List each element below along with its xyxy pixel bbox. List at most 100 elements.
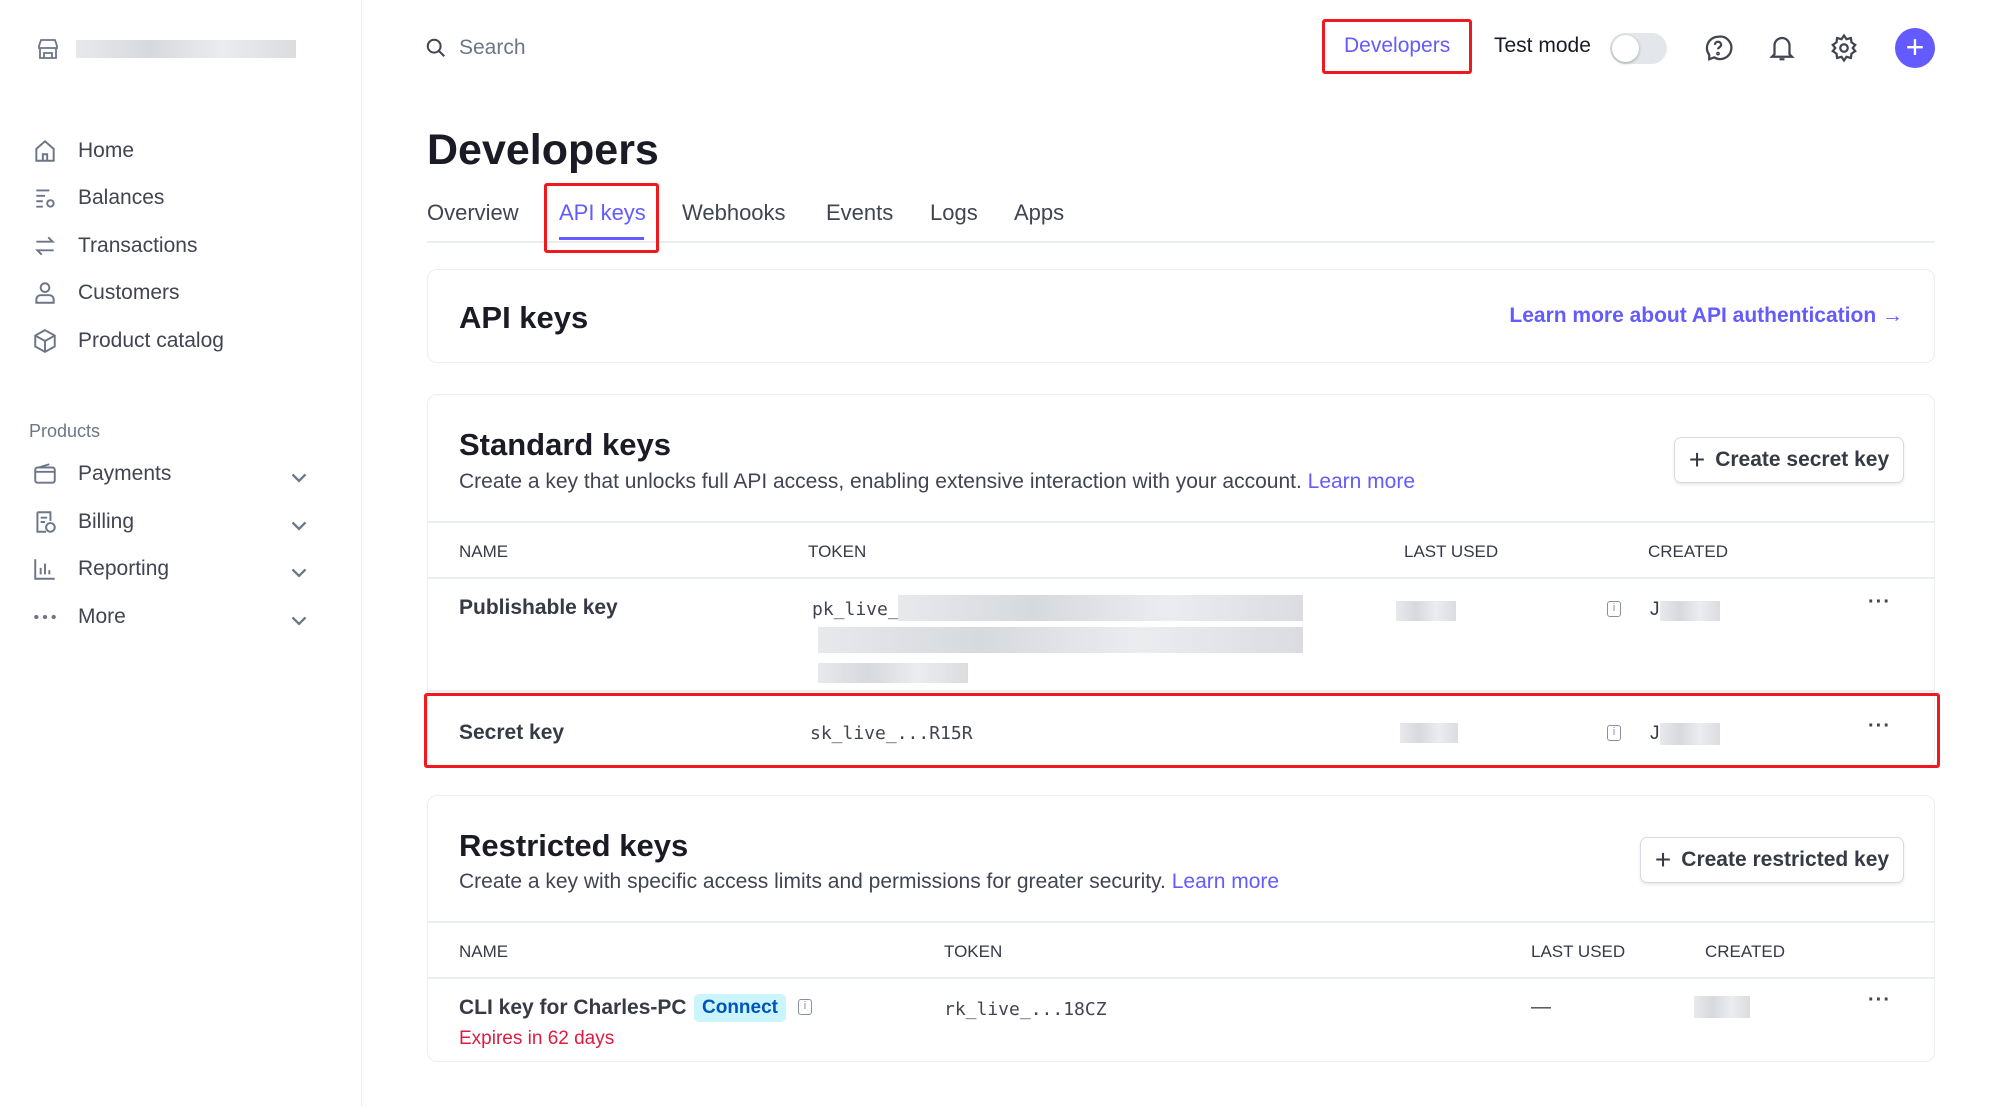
account-name-redacted[interactable] <box>76 40 296 58</box>
product-catalog-icon <box>34 329 56 353</box>
column-header-token: TOKEN <box>944 942 1003 961</box>
customers-icon <box>35 282 55 304</box>
test-mode-toggle[interactable] <box>1610 33 1667 64</box>
column-header-last-used: LAST USED <box>1404 542 1499 561</box>
token-redacted <box>898 595 1303 621</box>
token-redacted <box>818 627 1303 653</box>
expiry-text: Expires in 62 days <box>459 1028 615 1049</box>
create-restricted-key-button[interactable]: + Create restricted key <box>1640 837 1904 883</box>
highlight-box <box>1322 19 1472 74</box>
last-used-redacted <box>1400 723 1458 743</box>
home-icon <box>35 139 55 162</box>
key-token[interactable]: rk_live_...18CZ <box>944 999 1107 1020</box>
create-plus-button[interactable]: + <box>1895 28 1935 68</box>
column-header-name: NAME <box>459 942 509 961</box>
sidebar-item-more[interactable]: More <box>32 599 332 635</box>
tab-webhooks[interactable]: Webhooks <box>682 200 786 225</box>
plus-icon: + <box>1688 444 1706 475</box>
highlight-box <box>544 183 659 253</box>
token-redacted <box>818 663 968 683</box>
divider <box>428 521 1934 523</box>
billing-icon <box>36 511 56 533</box>
last-used-redacted <box>1396 601 1456 621</box>
column-header-created: CREATED <box>1648 542 1728 561</box>
created-redacted <box>1694 996 1750 1018</box>
sidebar-item-transactions[interactable]: Transactions <box>32 228 332 264</box>
key-name: CLI key for Charles-PC <box>459 996 687 1019</box>
row-actions-button[interactable]: ··· <box>1868 715 1891 737</box>
chevron-down-icon <box>291 616 307 626</box>
divider <box>428 921 1934 923</box>
sidebar-item-payments[interactable]: Payments <box>32 456 332 492</box>
sidebar-item-product-catalog[interactable]: Product catalog <box>32 323 332 359</box>
standard-keys-card: Standard keys Create a key that unlocks … <box>427 394 1935 767</box>
divider <box>428 690 1934 692</box>
learn-more-link[interactable]: Learn more <box>1171 870 1280 893</box>
created-redacted <box>1660 723 1720 745</box>
created-redacted <box>1660 601 1720 621</box>
connect-badge: Connect <box>694 994 786 1022</box>
products-section-label: Products <box>29 421 101 441</box>
restricted-keys-description: Create a key with specific access limits… <box>459 870 1280 893</box>
chevron-down-icon <box>291 473 307 483</box>
sidebar-item-reporting[interactable]: Reporting <box>32 551 332 587</box>
key-token[interactable]: sk_live_...R15R <box>810 723 973 744</box>
bell-icon[interactable] <box>1767 33 1797 63</box>
created-date: J <box>1650 723 1660 744</box>
divider <box>428 977 1934 979</box>
learn-more-link[interactable]: Learn more <box>1307 470 1416 493</box>
store-icon <box>38 39 58 59</box>
search-input[interactable]: Search <box>425 34 925 62</box>
tab-apps[interactable]: Apps <box>1014 200 1065 225</box>
tab-events[interactable]: Events <box>826 200 894 225</box>
search-icon <box>426 38 445 57</box>
key-name: Secret key <box>459 721 565 744</box>
standard-keys-heading: Standard keys <box>459 427 671 462</box>
info-icon[interactable]: i <box>1607 601 1621 617</box>
chevron-down-icon <box>291 568 307 578</box>
standard-keys-description: Create a key that unlocks full API acces… <box>459 470 1416 493</box>
sidebar-item-billing[interactable]: Billing <box>32 504 332 540</box>
more-icon <box>34 614 56 620</box>
test-mode-label: Test mode <box>1494 34 1591 57</box>
info-icon[interactable]: i <box>1607 725 1621 741</box>
sidebar-item-home[interactable]: Home <box>32 133 332 169</box>
sidebar-item-customers[interactable]: Customers <box>32 275 332 311</box>
column-header-last-used: LAST USED <box>1531 942 1626 961</box>
info-icon[interactable]: i <box>798 999 812 1015</box>
restricted-keys-heading: Restricted keys <box>459 828 689 863</box>
created-date: J <box>1650 599 1660 620</box>
tab-overview[interactable]: Overview <box>427 200 519 225</box>
developers-button[interactable]: Developers <box>1344 34 1451 57</box>
column-header-name: NAME <box>459 542 509 561</box>
highlight-box <box>424 693 1940 768</box>
api-keys-card: API keys Learn more about API authentica… <box>427 269 1935 363</box>
learn-more-api-auth-link[interactable]: Learn more about API authentication → <box>1509 304 1903 327</box>
transactions-icon <box>35 236 55 256</box>
payments-icon <box>34 463 56 484</box>
tab-logs[interactable]: Logs <box>930 200 978 225</box>
sidebar-item-balances[interactable]: Balances <box>32 180 332 216</box>
sidebar: Home Balances Transactions Customers Pro… <box>0 0 362 1107</box>
tab-api-keys[interactable]: API keys <box>559 200 646 225</box>
active-tab-indicator <box>559 237 644 240</box>
gear-icon[interactable] <box>1829 33 1859 63</box>
chevron-down-icon <box>291 521 307 531</box>
reporting-icon <box>34 559 55 580</box>
row-actions-button[interactable]: ··· <box>1868 591 1891 613</box>
plus-icon: + <box>1905 29 1925 65</box>
restricted-keys-card: Restricted keys Create a key with specif… <box>427 795 1935 1062</box>
column-header-created: CREATED <box>1705 942 1785 961</box>
api-keys-heading: API keys <box>459 300 589 335</box>
row-actions-button[interactable]: ··· <box>1868 989 1891 1011</box>
last-used: — <box>1531 996 1551 1018</box>
balances-icon <box>36 189 55 208</box>
plus-icon: + <box>1654 844 1672 875</box>
help-icon[interactable] <box>1703 33 1733 63</box>
create-secret-key-button[interactable]: + Create secret key <box>1674 437 1904 483</box>
key-token[interactable]: pk_live_ <box>812 599 899 620</box>
tabs-divider <box>427 241 1935 243</box>
divider <box>428 577 1934 579</box>
page-title: Developers <box>427 126 659 174</box>
key-name: Publishable key <box>459 596 618 619</box>
